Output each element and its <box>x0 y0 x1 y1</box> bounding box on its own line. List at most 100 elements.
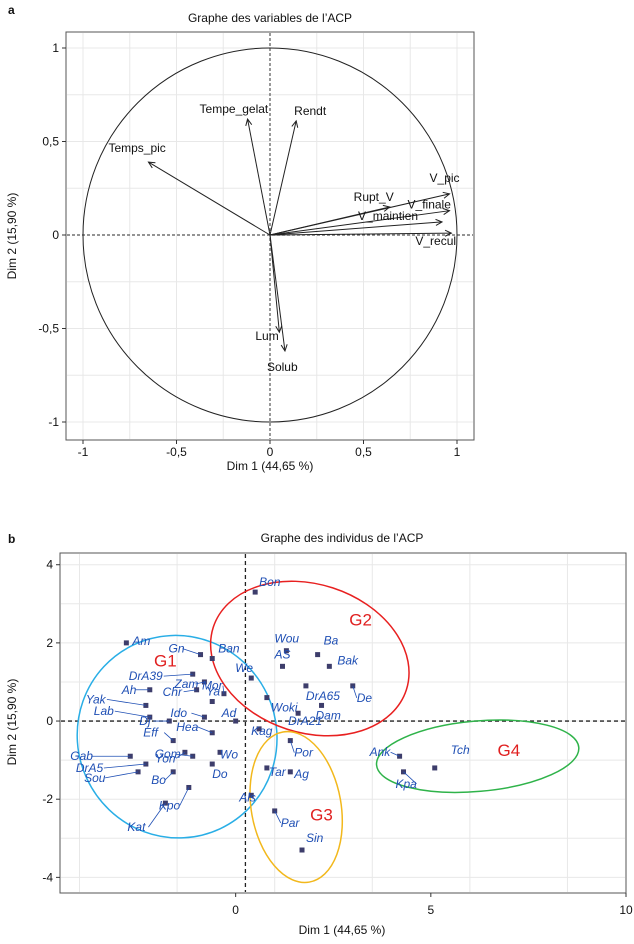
group-g2: G2 <box>209 580 410 737</box>
leader-line <box>274 810 282 824</box>
individual-am: Am <box>123 634 150 648</box>
y-tick-label: 0 <box>46 714 53 728</box>
group-ellipse <box>76 634 278 839</box>
individual-lab: Lab <box>94 704 153 720</box>
individual-sou: Sou <box>84 769 141 785</box>
data-point <box>264 765 270 771</box>
point-label: Bak <box>337 653 359 667</box>
point-label: Dam <box>316 708 341 722</box>
data-point <box>217 749 223 755</box>
variable-arrows: Tempe_gelat Rendt Temps_pic Rupt_V V_pic V_fi… <box>108 102 459 374</box>
variable-label: Lum <box>255 329 278 343</box>
arrow-shaft <box>269 234 286 352</box>
individual-bo: Bo <box>151 769 176 787</box>
data-point <box>295 710 301 716</box>
point-label: Tar <box>269 765 287 779</box>
point-label: Tch <box>451 743 470 757</box>
panel-b-title: Graphe des individus de l’ACP <box>261 531 424 545</box>
point-label: Woki <box>271 701 298 715</box>
data-point <box>319 702 325 708</box>
individual-ido: Ido <box>170 706 207 720</box>
panel-a-x-axis-title: Dim 1 (44,65 %) <box>227 459 314 473</box>
individual-wou: Wou <box>274 632 299 654</box>
point-label: DrA5 <box>76 761 104 775</box>
point-label: Kpa <box>396 777 418 791</box>
leader-line <box>104 771 139 779</box>
data-point <box>248 675 254 681</box>
leader-line <box>148 802 166 828</box>
leader-line <box>175 753 193 757</box>
group-g4: G4 <box>375 719 580 794</box>
point-label: Gab <box>70 749 93 763</box>
variable-arrow-lum: Lum <box>255 234 283 343</box>
y-tick-label: 0,5 <box>42 135 59 149</box>
arrow-head <box>382 204 391 212</box>
leader-line <box>164 771 174 781</box>
x-tick-label: -1 <box>78 445 89 459</box>
individual-tar: Tar <box>264 765 287 779</box>
group-g1: G1 <box>76 634 278 839</box>
point-label: Dj <box>139 714 151 728</box>
point-label: Kpo <box>159 798 181 812</box>
leader-line <box>175 751 186 759</box>
x-tick-label: -0,5 <box>166 445 187 459</box>
individual-ban: Ban <box>209 642 240 662</box>
y-tick-label: -4 <box>42 870 53 884</box>
point-label: We <box>235 661 253 675</box>
leader-line <box>114 710 150 718</box>
leader-line <box>106 699 146 706</box>
data-point <box>303 683 309 689</box>
point-label: Ank <box>369 745 392 759</box>
x-tick-label: 0 <box>232 903 239 917</box>
point-label: Ad <box>221 706 237 720</box>
leader-line <box>289 740 295 753</box>
data-point <box>209 761 215 767</box>
panel-b-plot-frame <box>59 552 627 894</box>
panel-a-y-axis-title: Dim 2 (15,90 %) <box>5 193 19 280</box>
point-label: Sin <box>306 831 324 845</box>
point-label: Mor <box>202 679 224 693</box>
individual-zam: Zam <box>173 677 207 691</box>
point-label: Hea <box>176 720 198 734</box>
individual-gab: Gab <box>70 749 133 763</box>
panel-a-title: Graphe des variables de l’ACP <box>188 11 352 25</box>
point-label: Wo <box>220 747 238 761</box>
individual-yak: Yak <box>86 692 149 708</box>
individual-yon: Yon <box>155 749 188 765</box>
point-label: Gom <box>155 747 181 761</box>
leader-line <box>183 689 197 693</box>
arrow-head <box>245 117 253 126</box>
variable-label: V_pic <box>430 171 460 185</box>
variable-label: Rupt_V <box>354 190 394 204</box>
individual-par: Par <box>272 808 300 830</box>
variable-label: V_recul <box>415 234 456 248</box>
point-label: DrA65 <box>306 689 340 703</box>
y-tick-label: -2 <box>42 792 53 806</box>
leader-line <box>191 712 205 718</box>
point-label: Kat <box>127 820 146 834</box>
individual-ba: Ba <box>315 634 339 658</box>
individual-bon: Bon <box>252 575 281 595</box>
point-label: Gn <box>169 642 185 656</box>
y-tick-label: -1 <box>48 415 59 429</box>
individual-por: Por <box>287 738 314 760</box>
variable-label: Rendt <box>294 104 327 118</box>
leader-line <box>163 732 174 741</box>
x-tick-label: 10 <box>619 903 633 917</box>
leader-line <box>390 751 400 757</box>
leader-line <box>195 681 205 685</box>
point-label: Sou <box>84 771 106 785</box>
individual-kat: Kat <box>127 800 168 834</box>
individual-kag: Kag <box>251 724 273 738</box>
individual-as: AS <box>273 647 291 669</box>
arrow-head <box>435 218 444 226</box>
individual-sin: Sin <box>299 831 324 853</box>
individual-woki: Woki <box>264 695 298 715</box>
leader-line <box>403 771 417 785</box>
panel-a-variables-plot: a Graphe des variables de l’ACP Tempe_ge… <box>5 3 475 473</box>
point-label: AS <box>273 647 290 661</box>
panel-b-x-ticks: 0 5 10 <box>232 893 633 917</box>
data-point <box>279 663 285 669</box>
